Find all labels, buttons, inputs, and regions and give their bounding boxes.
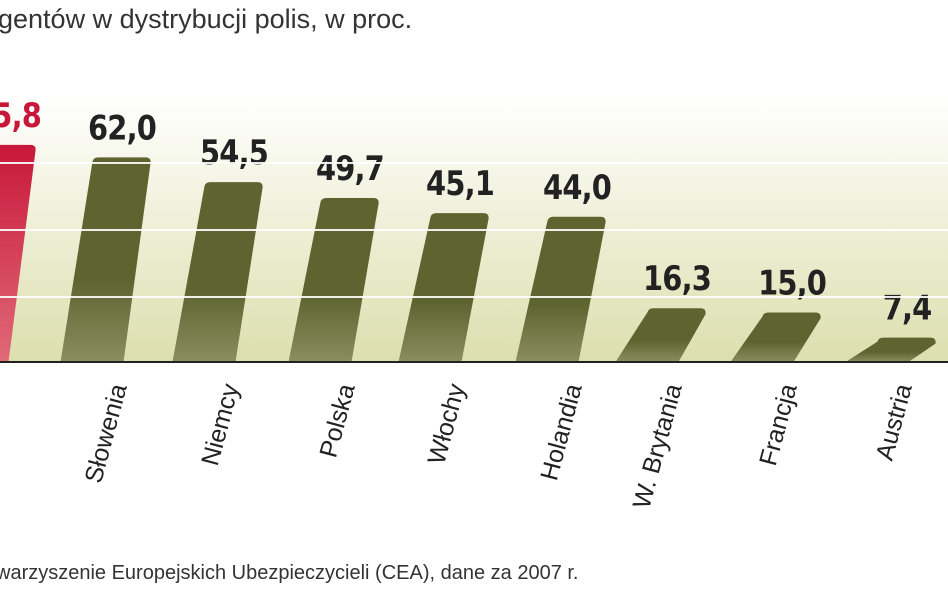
chart-source: warzyszenie Europejskich Ubezpieczycieli… bbox=[0, 562, 579, 584]
bar-Polska bbox=[288, 197, 379, 362]
category-label: Austria bbox=[871, 381, 918, 463]
value-label: 62,0 bbox=[88, 109, 156, 148]
bar-Austria bbox=[845, 337, 936, 362]
bar-W. Brytania bbox=[615, 308, 706, 362]
chart-title: gentów w dystrybucji polis, w proc. bbox=[0, 4, 413, 34]
category-label: Holandia bbox=[535, 381, 588, 484]
value-label: 7,4 bbox=[883, 289, 932, 328]
category-label: Polska bbox=[314, 381, 360, 461]
value-label: 65,8 bbox=[0, 97, 41, 136]
bar-first bbox=[0, 144, 36, 362]
value-label: 54,5 bbox=[200, 134, 268, 173]
bar-Niemcy bbox=[172, 182, 263, 362]
category-label: Słowenia bbox=[79, 381, 132, 486]
value-label: 44,0 bbox=[543, 169, 611, 208]
bar-Słowenia bbox=[60, 157, 151, 362]
bar-Holandia bbox=[515, 216, 606, 362]
value-label: 16,3 bbox=[643, 260, 711, 299]
value-label: 45,1 bbox=[426, 165, 494, 204]
bar-Francja bbox=[730, 312, 821, 362]
category-label: Francja bbox=[754, 381, 803, 469]
bar-Włochy bbox=[398, 213, 489, 362]
category-label: Włochy bbox=[423, 380, 471, 467]
category-label: Niemcy bbox=[196, 380, 245, 468]
category-label: W. Brytania bbox=[628, 381, 688, 512]
value-label: 49,7 bbox=[316, 150, 384, 189]
